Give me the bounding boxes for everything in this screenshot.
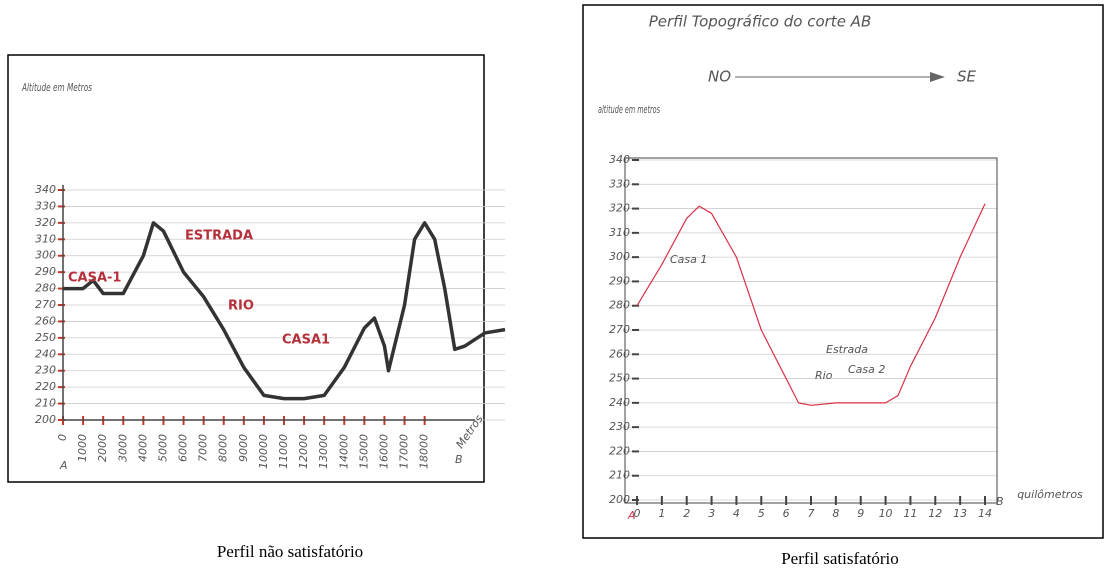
y-tick-label: 290 bbox=[609, 274, 630, 287]
x-tick-label: 5 bbox=[758, 507, 765, 520]
annotation: CASA1 bbox=[282, 333, 330, 348]
x-tick-label: 17000 bbox=[398, 434, 411, 469]
x-tick-label: 6000 bbox=[177, 434, 190, 462]
y-tick-label: 340 bbox=[35, 183, 56, 196]
chart-title: Perfil Topográfico do corte AB bbox=[649, 13, 872, 31]
y-tick-label: 320 bbox=[35, 216, 56, 229]
x-tick-label: 13000 bbox=[317, 434, 330, 469]
x-tick-label: 8000 bbox=[217, 434, 230, 462]
y-tick-label: 210 bbox=[35, 397, 56, 410]
x-tick-label: 4 bbox=[733, 507, 740, 520]
x-tick-label: 10 bbox=[879, 507, 893, 520]
x-tick-label: 9000 bbox=[237, 434, 250, 462]
x-axis-title: quilômetros bbox=[1017, 488, 1083, 501]
x-tick-label: 13 bbox=[953, 507, 967, 520]
x-tick-label: 15000 bbox=[357, 434, 370, 469]
x-tick-label: 14 bbox=[978, 507, 992, 520]
y-tick-label: 250 bbox=[609, 372, 630, 385]
y-tick-label: 270 bbox=[35, 298, 56, 311]
annotation: Casa 2 bbox=[848, 363, 885, 376]
left-frame bbox=[8, 55, 484, 482]
x-tick-label: 1000 bbox=[76, 434, 89, 462]
y-tick-label: 220 bbox=[609, 444, 630, 457]
y-tick-label: 260 bbox=[609, 347, 630, 360]
right-frame bbox=[583, 5, 1103, 538]
x-tick-label: 3 bbox=[708, 507, 715, 520]
y-tick-label: 280 bbox=[609, 299, 630, 312]
y-tick-label: 230 bbox=[609, 420, 630, 433]
x-tick-label: 14000 bbox=[337, 434, 350, 469]
direction-start: NO bbox=[708, 68, 731, 86]
y-tick-label: 240 bbox=[35, 347, 56, 360]
x-tick-label: 12000 bbox=[297, 434, 310, 469]
x-tick-label: 11 bbox=[903, 507, 917, 520]
x-tick-label: 8 bbox=[832, 507, 839, 520]
x-tick-label: 0 bbox=[56, 434, 69, 441]
y-tick-label: 230 bbox=[35, 364, 56, 377]
annotation: CASA-1 bbox=[68, 271, 121, 286]
x-tick-label: 5000 bbox=[156, 434, 169, 462]
y-tick-label: 290 bbox=[35, 265, 56, 278]
x-tick-label: 4000 bbox=[136, 434, 149, 462]
annotation: Rio bbox=[815, 369, 833, 382]
y-tick-label: 200 bbox=[609, 493, 630, 506]
y-tick-label: 300 bbox=[35, 249, 56, 262]
caption: Perfil satisfatório bbox=[781, 549, 899, 568]
x-tick-label: 7 bbox=[808, 507, 815, 520]
y-tick-label: 260 bbox=[35, 314, 56, 327]
direction-end: SE bbox=[957, 68, 977, 86]
end-label: B bbox=[996, 495, 1004, 508]
annotation: RIO bbox=[228, 299, 254, 314]
y-tick-label: 330 bbox=[35, 199, 56, 212]
y-tick-label: 210 bbox=[609, 469, 630, 482]
x-tick-label: 10000 bbox=[257, 434, 270, 469]
end-label: B bbox=[455, 453, 463, 466]
y-tick-label: 240 bbox=[609, 396, 630, 409]
x-tick-label: 18000 bbox=[418, 434, 431, 469]
x-tick-label: 12 bbox=[928, 507, 942, 520]
annotation: Estrada bbox=[826, 343, 868, 356]
y-tick-label: 340 bbox=[609, 153, 630, 166]
y-tick-label: 330 bbox=[609, 177, 630, 190]
y-tick-label: 320 bbox=[609, 202, 630, 215]
y-tick-label: 310 bbox=[35, 232, 56, 245]
annotation: Casa 1 bbox=[670, 253, 707, 266]
y-tick-label: 280 bbox=[35, 282, 56, 295]
x-tick-label: 11000 bbox=[277, 434, 290, 469]
x-tick-label: 16000 bbox=[377, 434, 390, 469]
y-tick-label: 270 bbox=[609, 323, 630, 336]
y-axis-title: altitude em metros bbox=[598, 103, 660, 116]
y-tick-label: 200 bbox=[35, 413, 56, 426]
start-label: A bbox=[627, 509, 636, 522]
y-tick-label: 310 bbox=[609, 226, 630, 239]
x-tick-label: 2000 bbox=[96, 434, 109, 462]
x-tick-label: 7000 bbox=[197, 434, 210, 462]
x-tick-label: 6 bbox=[783, 507, 790, 520]
start-label: A bbox=[59, 459, 68, 472]
figure: 2002102202302402502602702802903003103203… bbox=[0, 0, 1110, 574]
y-tick-label: 300 bbox=[609, 250, 630, 263]
x-tick-label: 1 bbox=[658, 507, 665, 520]
annotation: ESTRADA bbox=[185, 229, 253, 244]
y-tick-label: 250 bbox=[35, 331, 56, 344]
y-axis-title: Altitude em Metros bbox=[21, 81, 92, 94]
caption: Perfil não satisfatório bbox=[217, 542, 363, 561]
x-tick-label: 2 bbox=[683, 507, 690, 520]
x-tick-label: 3000 bbox=[116, 434, 129, 462]
y-tick-label: 220 bbox=[35, 380, 56, 393]
x-tick-label: 9 bbox=[857, 507, 864, 520]
